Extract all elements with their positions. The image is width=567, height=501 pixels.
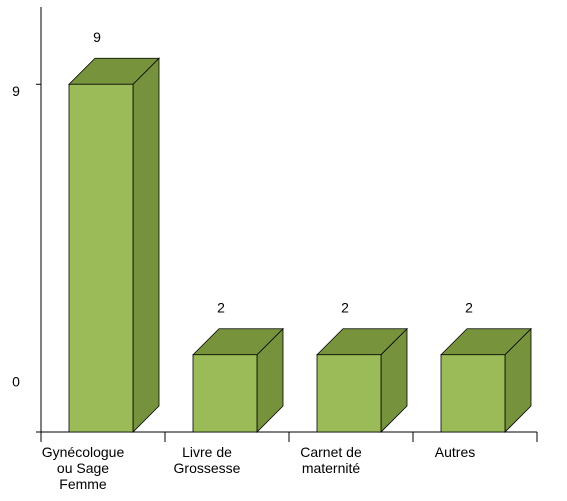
value-label: 2 — [465, 299, 473, 315]
bar-side — [132, 57, 160, 433]
bar-front — [68, 83, 134, 433]
x-tick-label: Carnet de maternité — [300, 444, 362, 476]
x-tick-label: Gynécologue ou Sage Femme — [41, 444, 125, 492]
value-label: 2 — [217, 299, 225, 315]
bar-front — [440, 354, 506, 433]
x-tick-label: Livre de Grossesse — [173, 444, 241, 476]
y-tick-label: 0 — [12, 374, 20, 390]
value-label: 2 — [341, 299, 349, 315]
x-tick-label: Autres — [434, 444, 476, 460]
y-tick-label: 9 — [12, 83, 20, 99]
bar-front — [316, 354, 382, 433]
bar — [68, 57, 160, 433]
bar — [440, 327, 532, 433]
value-label: 9 — [93, 29, 101, 45]
bar — [316, 327, 408, 433]
bar — [192, 327, 284, 433]
bar-front — [192, 354, 258, 433]
